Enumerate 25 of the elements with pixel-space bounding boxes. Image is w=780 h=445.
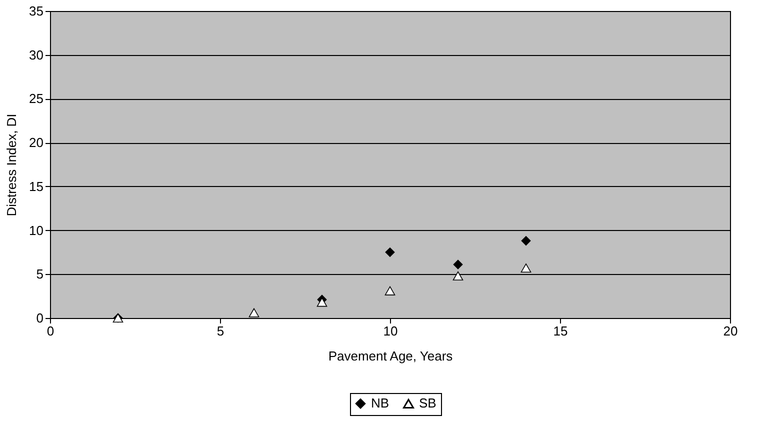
y-tick-label: 35: [29, 4, 44, 18]
x-tick-label: 5: [216, 324, 224, 338]
point: [385, 247, 395, 257]
y-tick-label: 25: [29, 91, 44, 106]
x-tick-label: 20: [723, 324, 738, 338]
x-tick-label: 0: [46, 324, 54, 338]
x-axis-title: Pavement Age, Years: [328, 348, 454, 364]
y-tick-label: 0: [36, 310, 44, 326]
point: [521, 236, 531, 246]
point: [384, 286, 396, 296]
x-tick-label: 10: [383, 324, 398, 338]
point: [316, 298, 328, 307]
x-tick-label: 15: [553, 324, 568, 338]
y-tick-label: 5: [36, 266, 44, 282]
point: [248, 308, 260, 318]
y-tick-label: 30: [29, 47, 44, 62]
point: [520, 263, 532, 273]
y-tick-label: 20: [29, 135, 44, 150]
legend-label: SB: [419, 396, 436, 411]
legend-label: NB: [371, 396, 390, 411]
y-tick-label: 10: [29, 222, 44, 238]
point: [452, 271, 464, 280]
point: [453, 260, 463, 270]
y-tick-label: 15: [29, 178, 44, 194]
y-axis-title: Distress Index, DI: [4, 114, 20, 216]
